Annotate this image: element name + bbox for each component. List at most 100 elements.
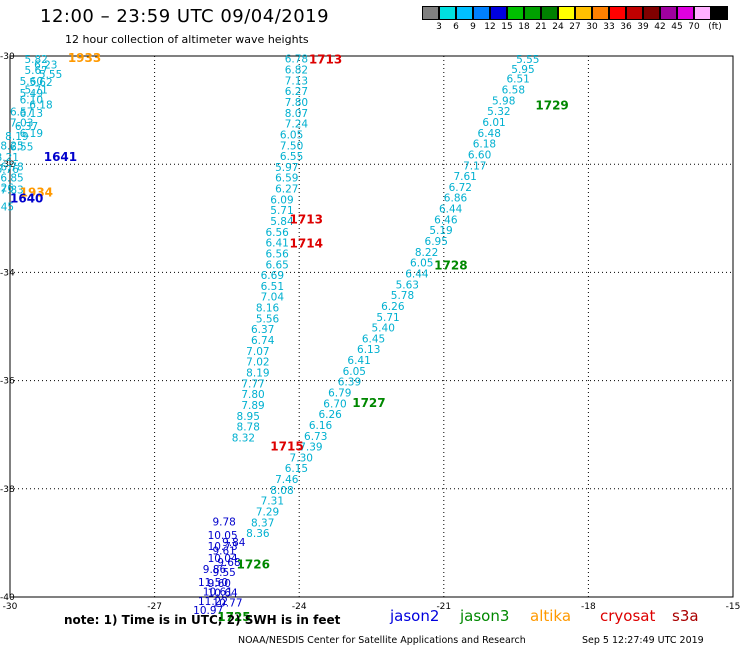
wave-height-point: 6.48	[478, 128, 501, 140]
y-tick-label: -40	[0, 593, 15, 603]
wave-height-point: 5.56	[256, 313, 280, 325]
x-tick-label: -24	[292, 602, 307, 612]
scale-swatch	[643, 6, 660, 20]
wave-height-point: 6.60	[468, 149, 491, 161]
wave-height-point: 6.55	[10, 141, 33, 153]
wave-height-point: 8.45	[0, 201, 14, 213]
wave-height-point: 8.95	[237, 411, 260, 423]
wave-height-point: 6.13	[357, 344, 380, 356]
wave-height-point: 5.71	[24, 85, 47, 97]
scale-swatch	[592, 6, 609, 20]
wave-height-point: 6.78	[285, 54, 308, 66]
wave-height-point: 6.41	[347, 355, 370, 367]
pass-time-label: 1726	[237, 557, 270, 571]
footer-generated-time: Sep 5 12:27:49 UTC 2019	[582, 635, 704, 646]
pass-time-label: 1729	[535, 99, 568, 113]
wave-height-point: 7.13	[285, 75, 308, 87]
scale-unit: (ft)	[708, 22, 722, 32]
wave-height-point: 6.19	[20, 128, 43, 140]
wave-height-point: 6.65	[265, 259, 288, 271]
wave-height-point: 7.80	[241, 389, 264, 401]
pass-time-label: 1640	[10, 192, 43, 206]
wave-height-point: 8.36	[246, 528, 270, 540]
wave-height-point: 6.76	[0, 164, 19, 176]
footer-note: note: 1) Time is in UTC; 2) SWH is in fe…	[64, 613, 341, 627]
wave-height-point: 10.64	[208, 588, 238, 600]
wave-height-point: 7.29	[256, 507, 279, 519]
wave-height-point: 6.86	[444, 193, 468, 205]
scale-swatch	[439, 6, 456, 20]
scale-swatch	[422, 6, 439, 20]
scale-label: 45	[671, 22, 683, 32]
wave-height-point: 6.05	[410, 258, 433, 270]
wave-height-point: 8.25	[0, 140, 23, 152]
wave-height-point: 5.63	[396, 279, 419, 291]
scale-swatch	[694, 6, 711, 20]
pass-time-label: 1933	[68, 51, 101, 65]
wave-height-point: 6.15	[285, 463, 308, 475]
x-tick-label: -27	[147, 602, 162, 612]
wave-height-point: 8.07	[285, 108, 308, 120]
pass-time-label: 1641	[44, 150, 77, 164]
wave-height-point: 8.16	[256, 303, 280, 315]
scale-swatch	[507, 6, 524, 20]
wave-height-point: 5.32	[487, 106, 510, 118]
x-tick-label: -30	[3, 602, 18, 612]
wave-height-point: 6.18	[473, 139, 496, 151]
legend-jason3: jason3	[460, 607, 510, 625]
pass-time-label: 1715	[270, 440, 303, 454]
y-tick-label: -34	[0, 268, 15, 278]
wave-height-point: 6.57	[10, 107, 33, 119]
wave-height-point: 6.27	[275, 184, 298, 196]
y-tick-label: -36	[0, 377, 15, 387]
wave-height-point: 6.23	[34, 60, 57, 72]
wave-height-point: 9.61	[212, 545, 235, 557]
wave-height-point: 6.78	[0, 161, 23, 173]
scale-label: 70	[688, 22, 700, 32]
y-tick-label: -38	[0, 485, 15, 495]
wave-height-point: 5.78	[391, 290, 414, 302]
pass-time-label: 1713	[290, 212, 323, 226]
wave-height-point: 5.82	[24, 54, 47, 66]
x-tick-label: -21	[436, 602, 451, 612]
wave-height-point: 5.95	[511, 64, 534, 76]
wave-height-point: 6.70	[323, 398, 346, 410]
wave-height-point: 5.40	[372, 323, 395, 335]
chart-title: 12:00 – 23:59 UTC 09/04/2019	[40, 6, 330, 27]
pass-time-label: 1725	[217, 610, 250, 624]
wave-height-point: 10.77	[212, 597, 242, 609]
wave-height-point: 7.30	[290, 452, 313, 464]
wave-height-point: 6.26	[318, 409, 342, 421]
legend-s3a: s3a	[672, 607, 699, 625]
wave-height-point: 7.02	[246, 357, 269, 369]
scale-swatch	[626, 6, 643, 20]
wave-height-point: 10.61	[203, 587, 233, 599]
pass-time-label: 1714	[290, 237, 323, 251]
wave-height-point: 5.84	[270, 216, 294, 228]
wave-height-point: 8.32	[232, 432, 255, 444]
wave-height-point: 8.21	[0, 152, 19, 164]
wave-height-point: 9.68	[217, 557, 240, 569]
wave-height-point: 9.60	[208, 578, 231, 590]
scale-swatch	[456, 6, 473, 20]
wave-height-point: 6.56	[265, 227, 289, 239]
scale-swatch	[473, 6, 490, 20]
scale-swatch	[660, 6, 677, 20]
wave-height-point: 7.17	[463, 160, 486, 172]
scale-swatch	[677, 6, 694, 20]
wave-height-point: 6.01	[482, 117, 505, 129]
wave-height-point: 5.62	[29, 77, 52, 89]
pass-time-label: 1934	[20, 185, 53, 199]
wave-height-point: 6.95	[425, 236, 448, 248]
scale-label: 24	[552, 22, 564, 32]
chart-subtitle: 12 hour collection of altimeter wave hei…	[65, 33, 309, 46]
wave-height-point: 6.09	[270, 194, 293, 206]
wave-height-point: 6.46	[434, 214, 458, 226]
wave-height-point: 10.97	[193, 605, 223, 617]
legend-altika: altika	[530, 607, 572, 625]
wave-height-point: 8.37	[251, 517, 274, 529]
wave-height-point: 6.79	[328, 388, 351, 400]
scale-label: 42	[654, 22, 666, 32]
wave-height-point: 5.49	[20, 88, 43, 100]
wave-height-point: 5.71	[376, 312, 399, 324]
